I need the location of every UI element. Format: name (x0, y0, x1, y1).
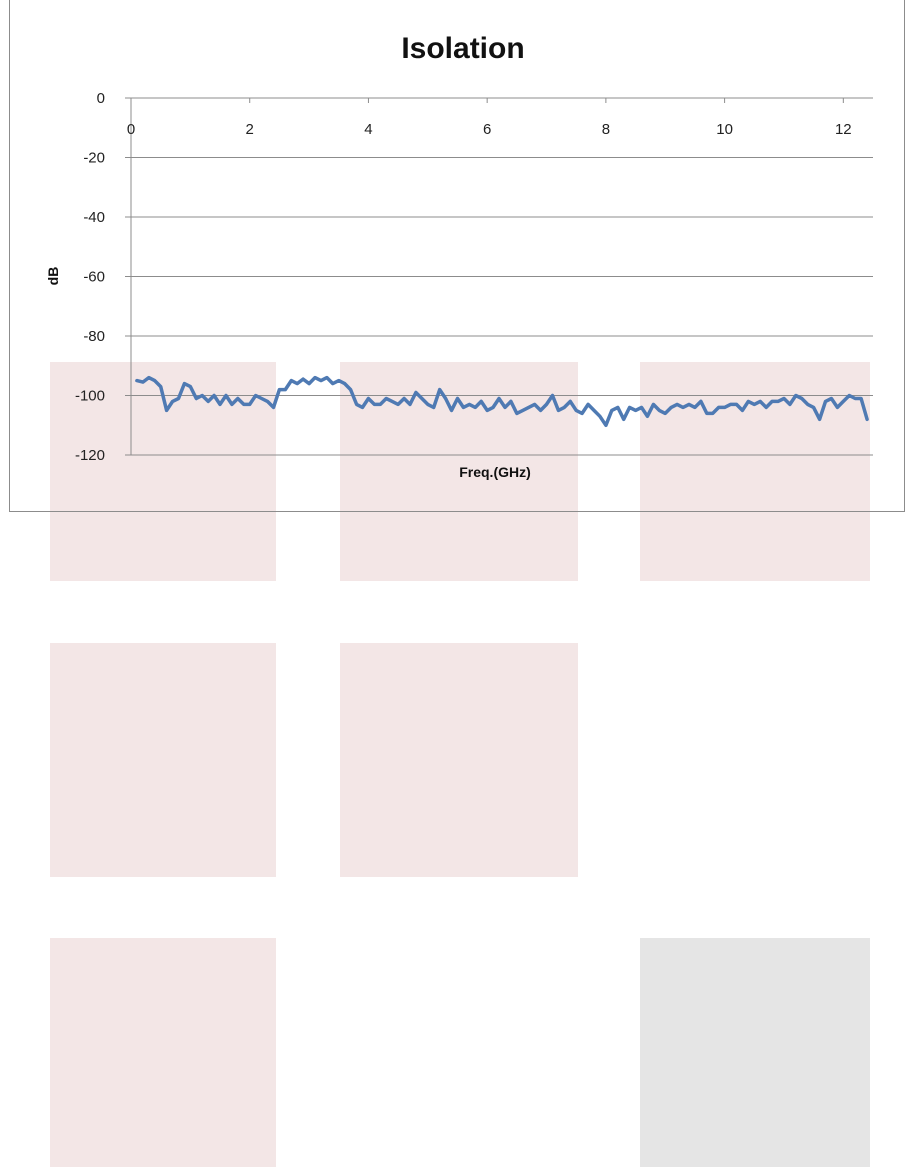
x-tick-label: 8 (602, 121, 610, 138)
x-tick-label: 4 (364, 121, 372, 138)
chart-title: Isolation (401, 32, 524, 65)
x-axis-title: Freq.(GHz) (459, 464, 531, 480)
x-tick-label: 2 (246, 121, 254, 138)
y-tick-label: -40 (83, 209, 105, 226)
y-tick-label: -120 (75, 447, 105, 464)
background-tile (340, 643, 578, 877)
chart-frame (9, 0, 905, 512)
background-tile (50, 643, 276, 877)
y-tick-label: -60 (83, 269, 105, 286)
x-tick-label: 0 (127, 121, 135, 138)
x-tick-label: 10 (716, 121, 733, 138)
x-tick-label: 6 (483, 121, 491, 138)
y-tick-label: -80 (83, 328, 105, 345)
y-tick-label: 0 (97, 90, 105, 107)
x-tick-label: 12 (835, 121, 852, 138)
isolation-chart: Isolation 0 -20 -40 -60 -80 -100 -120 0 2 4 6 8 10 1… (45, 32, 873, 480)
background-tile (640, 938, 870, 1167)
series-layer (135, 375, 869, 428)
y-tick-label: -20 (83, 150, 105, 167)
series-line (135, 375, 869, 428)
background-tile (50, 938, 276, 1167)
axes (130, 98, 844, 455)
y-tick-label: -100 (75, 388, 105, 405)
x-tick-labels: 0 2 4 6 8 10 12 (127, 121, 852, 138)
y-axis-title: dB (45, 267, 61, 286)
y-tick-labels: 0 -20 -40 -60 -80 -100 -120 (75, 90, 105, 464)
gridlines (125, 97, 873, 456)
